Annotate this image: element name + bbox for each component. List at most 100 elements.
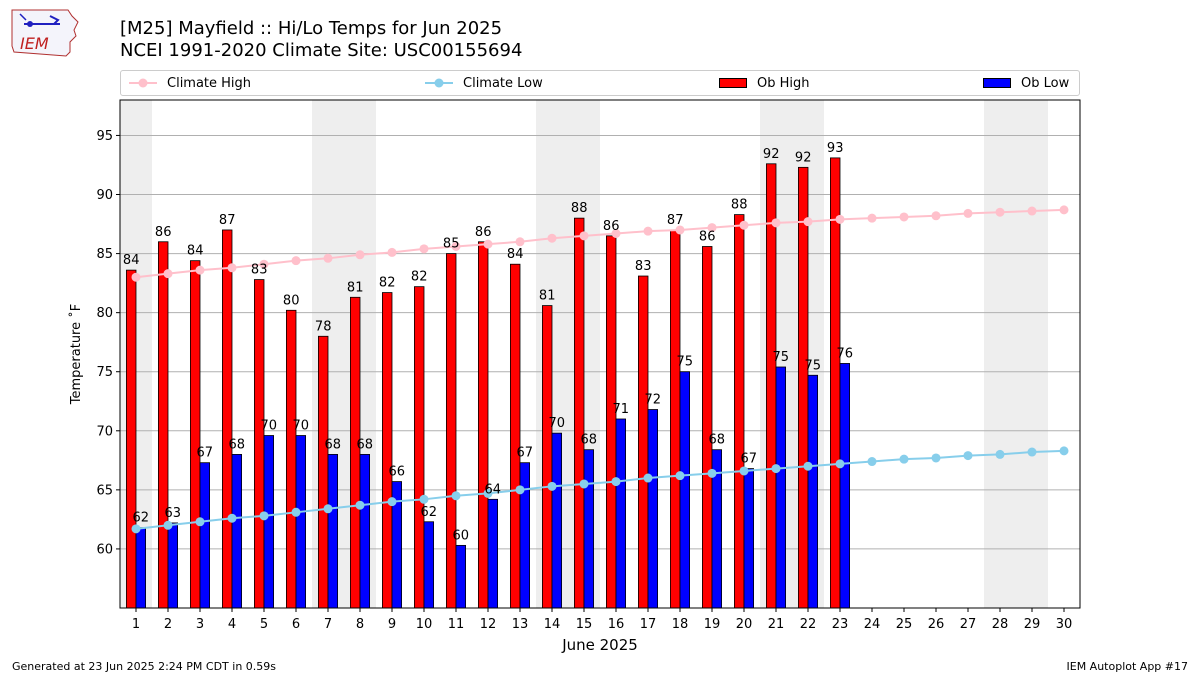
iowa-state-outline-icon: IEM xyxy=(11,9,79,57)
climate-high-point-day-13 xyxy=(515,237,525,247)
x-axis-label: June 2025 xyxy=(561,636,638,654)
chart-subtitle: NCEI 1991-2020 Climate Site: USC00155694 xyxy=(120,40,523,61)
climate-low-point-day-26 xyxy=(931,453,941,463)
climate-high-point-day-20 xyxy=(739,220,749,230)
ob-high-bar-day-5 xyxy=(253,279,265,609)
climate-low-point-day-7 xyxy=(323,504,333,514)
x-tick-label-17: 17 xyxy=(640,617,657,632)
legend-label-ob-high: Ob High xyxy=(757,75,810,91)
ob-low-bar-day-22 xyxy=(807,374,819,609)
ob-low-label-day-19: 68 xyxy=(709,433,726,448)
x-tick-label-30: 30 xyxy=(1056,617,1073,632)
legend-item-climate-high: Climate High xyxy=(129,71,251,95)
ob-high-label-day-5: 83 xyxy=(251,263,268,278)
climate-high-point-day-23 xyxy=(835,214,845,224)
ob-low-label-day-13: 67 xyxy=(517,446,534,461)
climate-low-point-day-4 xyxy=(227,513,237,523)
ob-low-label-day-11: 60 xyxy=(453,528,470,543)
ob-high-bar-day-1 xyxy=(126,269,137,609)
climate-high-point-day-11 xyxy=(451,241,461,251)
ob-low-label-day-14: 70 xyxy=(549,416,566,431)
x-tick-label-26: 26 xyxy=(928,617,945,632)
climate-low-point-day-10 xyxy=(419,494,429,504)
climate-high-point-day-29 xyxy=(1027,206,1037,216)
climate-low-point-day-8 xyxy=(355,500,365,510)
ob-low-label-day-21: 75 xyxy=(773,350,790,365)
climate-low-point-day-2 xyxy=(163,520,173,530)
ob-low-label-day-2: 63 xyxy=(165,506,182,521)
x-tick-label-10: 10 xyxy=(416,617,433,632)
climate-low-point-day-5 xyxy=(259,511,269,521)
ob-low-bar-day-23 xyxy=(839,363,851,609)
ob-high-bar-day-10 xyxy=(413,286,425,609)
weekend-band-29 xyxy=(1016,100,1048,608)
ob-high-bar-day-12 xyxy=(477,241,489,609)
x-tick-label-3: 3 xyxy=(196,617,204,632)
climate-high-point-day-1 xyxy=(131,272,141,282)
ob-low-bar-day-18 xyxy=(679,371,691,609)
x-tick-label-20: 20 xyxy=(736,617,753,632)
ob-high-label-day-11: 85 xyxy=(443,237,460,252)
ob-high-bar-day-4 xyxy=(221,229,233,609)
ob-low-bar-day-1 xyxy=(135,527,147,609)
ob-high-bar-day-3 xyxy=(189,260,201,609)
ob-low-label-day-17: 72 xyxy=(645,393,662,408)
ob-low-label-day-6: 70 xyxy=(293,419,310,434)
ob-high-label-day-4: 87 xyxy=(219,213,236,228)
ob-low-bar-day-21 xyxy=(775,366,787,609)
ob-low-label-day-22: 75 xyxy=(805,358,822,373)
ob-high-label-day-6: 80 xyxy=(283,293,300,308)
climate-high-line-marker-icon xyxy=(129,78,157,88)
ob-high-bar-day-8 xyxy=(349,296,361,609)
legend-item-ob-high: Ob High xyxy=(719,71,810,95)
ob-high-bar-day-19 xyxy=(702,246,713,609)
climate-high-point-day-24 xyxy=(867,213,877,223)
ob-low-bar-day-10 xyxy=(423,521,435,609)
ob-low-bar-day-15 xyxy=(583,449,595,609)
ob-low-label-day-3: 67 xyxy=(197,446,214,461)
climate-low-point-day-6 xyxy=(291,507,301,517)
ob-high-label-day-17: 83 xyxy=(635,259,652,274)
ob-low-bar-day-6 xyxy=(295,435,307,609)
ob-high-label-day-19: 86 xyxy=(699,229,716,244)
climate-high-point-day-6 xyxy=(291,256,301,266)
climate-high-point-day-30 xyxy=(1059,205,1069,215)
ob-high-label-day-9: 82 xyxy=(379,276,396,291)
ob-low-label-day-20: 67 xyxy=(741,452,758,467)
climate-high-point-day-5 xyxy=(259,259,269,269)
ob-low-bar-day-12 xyxy=(487,498,499,609)
climate-low-point-day-29 xyxy=(1027,447,1037,457)
bars xyxy=(126,157,851,609)
climate-low-point-day-17 xyxy=(643,473,653,483)
y-tick-label-90: 90 xyxy=(96,188,113,203)
ob-high-label-day-7: 78 xyxy=(315,319,332,334)
ob-high-label-day-20: 88 xyxy=(731,198,748,213)
ob-high-bar-day-9 xyxy=(381,292,393,609)
logo-text: IEM xyxy=(20,34,49,53)
climate-low-point-day-20 xyxy=(739,466,749,476)
climate-high-point-day-12 xyxy=(483,239,493,249)
ob-low-label-day-5: 70 xyxy=(261,419,278,434)
ob-low-label-day-18: 75 xyxy=(677,355,694,370)
climate-high-point-day-26 xyxy=(931,211,941,221)
climate-high-point-day-18 xyxy=(675,225,685,235)
x-tick-label-21: 21 xyxy=(768,617,785,632)
ob-high-label-day-8: 81 xyxy=(347,280,364,295)
climate-high-point-day-16 xyxy=(611,228,621,238)
y-tick-label-75: 75 xyxy=(96,365,113,380)
x-tick-label-19: 19 xyxy=(704,617,721,632)
climate-high-point-day-27 xyxy=(963,208,973,218)
climate-low-point-day-15 xyxy=(579,479,589,489)
y-gridlines xyxy=(120,134,1080,550)
y-tick-label-85: 85 xyxy=(96,247,113,262)
plot-frame xyxy=(119,99,1081,609)
y-axis-label: Temperature ˚F xyxy=(68,304,84,405)
x-tick-label-18: 18 xyxy=(672,617,689,632)
ob-high-bar-day-21 xyxy=(766,163,777,609)
ob-low-bar-day-11 xyxy=(455,544,467,609)
x-tick-label-11: 11 xyxy=(448,617,465,632)
ob-low-label-day-4: 68 xyxy=(229,437,246,452)
ob-low-label-day-23: 76 xyxy=(837,346,854,361)
ob-high-label-day-13: 84 xyxy=(507,247,524,262)
